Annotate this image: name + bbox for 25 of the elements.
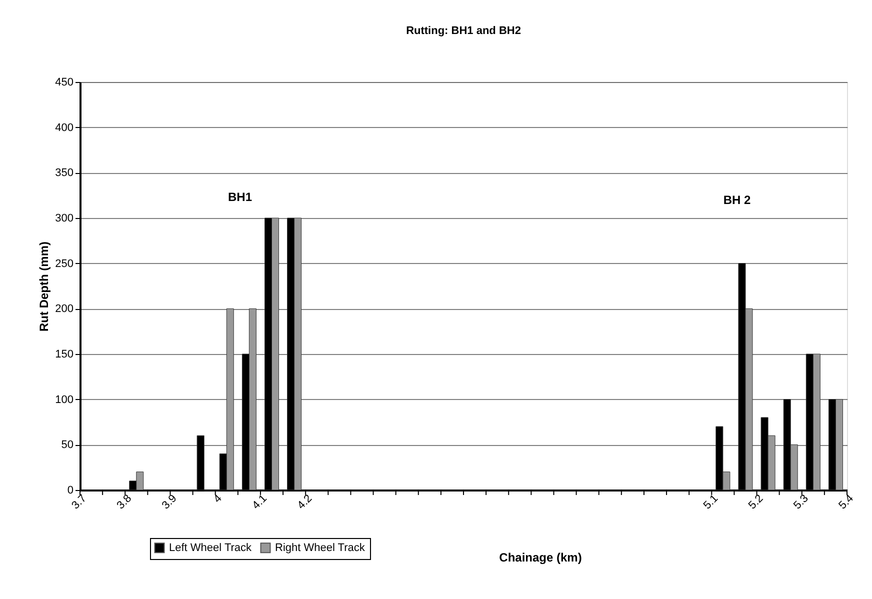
y-tick-label: 100 <box>55 394 74 406</box>
x-tick-label: 5.1 <box>701 492 721 512</box>
legend-label: Left Wheel Track <box>169 542 252 554</box>
annotation: BH1 <box>228 190 252 204</box>
y-tick-label: 50 <box>61 439 74 452</box>
x-tick-label: 3.9 <box>160 492 180 512</box>
annotation: BH 2 <box>723 193 751 207</box>
y-tick-label: 150 <box>55 348 74 360</box>
x-axis-title: Chainage (km) <box>499 550 582 564</box>
x-tick-label: 4 <box>212 492 224 506</box>
x-tick-label: 5.2 <box>746 492 766 512</box>
y-tick-label: 400 <box>55 122 74 134</box>
y-tick-label: 350 <box>55 167 74 180</box>
x-tick-label: 4.2 <box>295 492 315 512</box>
x-tick-label: 4.1 <box>250 492 270 512</box>
y-axis-title: Rut Depth (mm) <box>37 242 52 332</box>
legend-label: Right Wheel Track <box>275 542 366 554</box>
x-tick-label: 5.4 <box>836 492 856 512</box>
y-tick-label: 250 <box>55 258 74 270</box>
y-tick-label: 200 <box>55 303 74 316</box>
chart-title: Rutting: BH1 and BH2 <box>406 25 521 37</box>
y-tick-label: 450 <box>55 76 74 88</box>
x-tick-label: 5.3 <box>792 492 811 512</box>
y-tick-label: 300 <box>55 212 74 224</box>
x-tick-label: 3.8 <box>114 492 134 512</box>
